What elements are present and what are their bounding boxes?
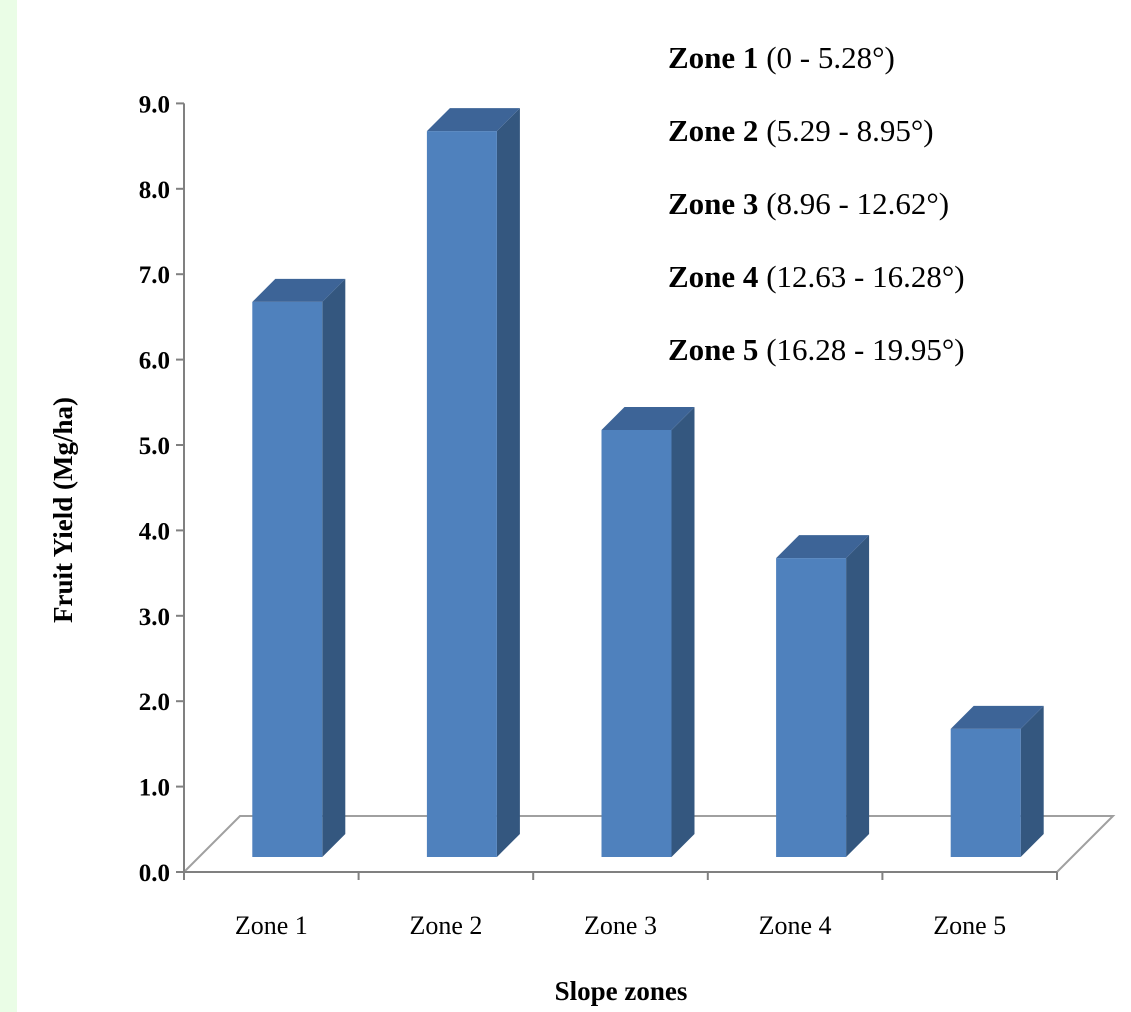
bar-top xyxy=(776,535,870,559)
bar-side xyxy=(496,108,520,858)
legend-item: Zone 5 (16.28 - 19.95°) xyxy=(668,328,965,401)
legend-zone-range: (8.96 - 12.62°) xyxy=(766,186,950,221)
legend-zone-range: (0 - 5.28°) xyxy=(766,40,895,75)
bar xyxy=(950,705,1044,857)
axes xyxy=(181,103,1116,873)
y-tick-label: 5.0 xyxy=(139,433,170,460)
x-tick-label: Zone 5 xyxy=(933,911,1006,940)
y-axis-ticks: 0.0 1.0 2.0 3.0 4.0 5.0 6.0 7.0 8.0 9.0 xyxy=(139,91,184,887)
bar xyxy=(776,535,870,857)
x-tick-label: Zone 3 xyxy=(584,911,657,940)
legend-zone-label: Zone 4 xyxy=(668,259,759,294)
bar-top xyxy=(426,108,520,132)
legend-item: Zone 3 (8.96 - 12.62°) xyxy=(668,182,965,255)
bar-front xyxy=(601,430,672,857)
legend-zone-range: (16.28 - 19.95°) xyxy=(766,332,965,367)
y-tick-label: 9.0 xyxy=(139,91,170,118)
legend-zone-label: Zone 3 xyxy=(668,186,759,221)
x-axis-ticks: Zone 1 Zone 2 Zone 3 Zone 4 Zone 5 xyxy=(183,872,1058,940)
bars xyxy=(252,108,1044,858)
x-axis-title: Slope zones xyxy=(555,976,688,1006)
y-tick-label: 2.0 xyxy=(139,689,170,716)
bar xyxy=(426,108,520,858)
y-tick-label: 4.0 xyxy=(139,518,170,545)
y-tick-label: 6.0 xyxy=(139,348,170,375)
left-color-strip xyxy=(0,0,17,1012)
legend: Zone 1 (0 - 5.28°) Zone 2 (5.29 - 8.95°)… xyxy=(668,36,965,401)
legend-item: Zone 2 (5.29 - 8.95°) xyxy=(668,109,965,182)
legend-zone-label: Zone 2 xyxy=(668,113,759,148)
legend-zone-range: (5.29 - 8.95°) xyxy=(766,113,934,148)
legend-item: Zone 4 (12.63 - 16.28°) xyxy=(668,255,965,328)
y-tick-label: 7.0 xyxy=(139,262,170,289)
bar-side xyxy=(846,535,870,857)
bar xyxy=(252,278,346,857)
y-tick-label: 3.0 xyxy=(139,604,170,631)
y-tick-label: 0.0 xyxy=(139,860,170,887)
bar-front xyxy=(950,728,1021,857)
bar-top xyxy=(252,278,346,302)
legend-zone-label: Zone 1 xyxy=(668,40,759,75)
y-tick-label: 1.0 xyxy=(139,775,170,802)
bar-side xyxy=(671,407,695,857)
legend-item: Zone 1 (0 - 5.28°) xyxy=(668,36,965,109)
x-tick-label: Zone 4 xyxy=(759,911,832,940)
x-tick-label: Zone 1 xyxy=(235,911,308,940)
bar-front xyxy=(426,131,497,858)
legend-zone-range: (12.63 - 16.28°) xyxy=(766,259,965,294)
bar-side xyxy=(1020,705,1044,857)
bar xyxy=(601,407,695,857)
y-axis-title: Fruit Yield (Mg/ha) xyxy=(48,397,78,623)
x-tick-label: Zone 2 xyxy=(409,911,482,940)
bar-top xyxy=(950,705,1044,729)
y-tick-label: 8.0 xyxy=(139,177,170,204)
bar-front xyxy=(776,558,847,857)
bar-side xyxy=(322,278,346,857)
legend-zone-label: Zone 5 xyxy=(668,332,759,367)
bar-top xyxy=(601,407,695,430)
bar-front xyxy=(252,301,323,857)
